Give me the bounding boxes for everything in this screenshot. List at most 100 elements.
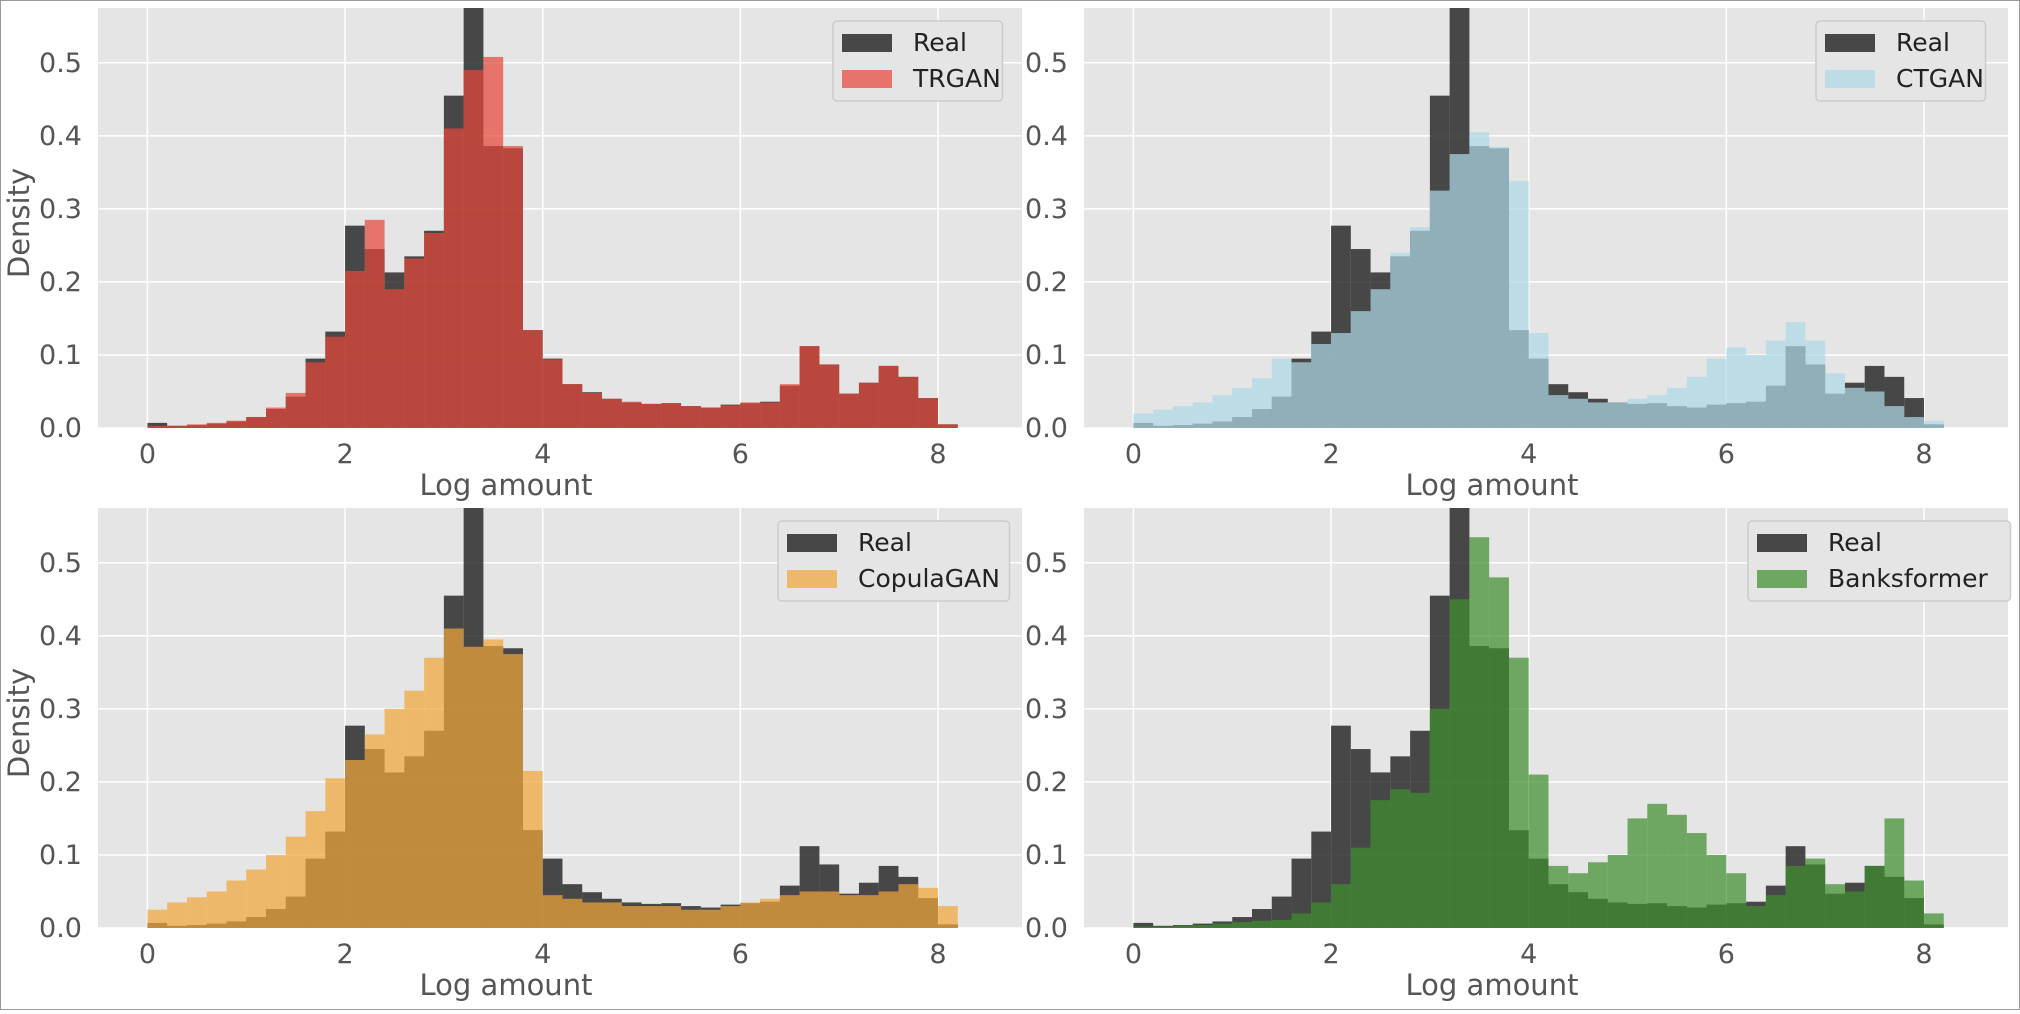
x-tick-label: 6	[732, 939, 749, 970]
bar	[1153, 926, 1173, 928]
bar	[1844, 387, 1865, 428]
series-trgan	[147, 56, 958, 429]
bar	[1884, 406, 1905, 428]
legend-label: CTGAN	[1896, 64, 1984, 93]
bar	[1528, 333, 1549, 428]
legend: Real CopulaGAN	[777, 520, 1011, 602]
y-tick-label: 0.3	[1025, 694, 1068, 725]
x-axis-label: Log amount	[420, 468, 593, 502]
x-axis-label: Log amount	[1406, 468, 1579, 502]
bar	[1172, 925, 1193, 928]
y-tick-label: 0.5	[39, 548, 82, 579]
y-tick-label: 0.2	[39, 767, 82, 798]
bar	[839, 895, 859, 928]
legend: Real TRGAN	[832, 20, 1004, 102]
bar	[1825, 373, 1845, 428]
bar	[1370, 800, 1391, 928]
bar	[681, 406, 701, 428]
bar	[1449, 599, 1470, 928]
bar	[1350, 847, 1371, 928]
bar	[226, 420, 247, 428]
bar	[839, 393, 859, 428]
x-tick-label: 0	[1125, 939, 1142, 970]
x-tick-label: 4	[534, 439, 551, 470]
legend-label: Real	[913, 28, 967, 57]
bar	[1805, 340, 1826, 428]
bar	[1133, 922, 1154, 928]
bar	[1884, 818, 1905, 928]
bar	[186, 424, 207, 428]
bar	[562, 898, 583, 928]
chart-panel-4: 0.0 0.1 0.2 0.3 0.4 0.5 0 2 4 6 8 Log amount Real Ban…	[1025, 508, 2012, 1002]
bar	[1291, 858, 1312, 928]
x-tick-label: 8	[1915, 939, 1932, 970]
bar	[1232, 922, 1252, 928]
bar	[878, 891, 899, 928]
bar	[1647, 395, 1668, 428]
bar	[364, 219, 385, 428]
bar	[404, 690, 425, 928]
bar	[1489, 577, 1509, 928]
bar	[186, 897, 207, 928]
bar	[1548, 865, 1569, 928]
y-tick-label: 0.5	[39, 48, 82, 79]
bar	[819, 891, 840, 928]
chart-panel-3: 0.0 0.1 0.2 0.3 0.4 0.5 0 2 4 6 8 Log amount Density…	[2, 508, 1022, 1002]
legend-label: Real	[858, 528, 912, 557]
bar	[918, 887, 938, 928]
legend-swatch	[842, 34, 892, 52]
bar	[661, 403, 682, 428]
y-tick-label: 0.3	[1025, 194, 1068, 225]
bar	[1508, 181, 1529, 428]
bar	[641, 403, 662, 428]
bar	[1647, 803, 1668, 928]
bar	[424, 232, 444, 428]
x-tick-label: 0	[139, 939, 156, 970]
bar	[1252, 920, 1272, 928]
bar	[602, 902, 622, 928]
bar	[1904, 417, 1924, 428]
bar	[1588, 862, 1608, 928]
bar	[1311, 344, 1332, 428]
bar	[345, 760, 365, 928]
bar	[1765, 340, 1786, 428]
bar	[1133, 413, 1154, 428]
bar	[1627, 398, 1648, 428]
legend-label: CopulaGAN	[858, 564, 1000, 593]
series-banksformer	[1133, 537, 1944, 928]
bar	[404, 258, 425, 428]
chart-panel-2: 0.0 0.1 0.2 0.3 0.4 0.5 0 2 4 6 8 Log amount Real CTG…	[1025, 8, 2008, 502]
bar	[345, 270, 365, 428]
legend-swatch	[1757, 570, 1807, 588]
bar	[1607, 402, 1628, 428]
bar	[1429, 190, 1450, 428]
legend-label: Banksformer	[1828, 564, 1988, 593]
x-tick-label: 6	[732, 439, 749, 470]
bar	[1746, 906, 1766, 928]
bar	[1192, 925, 1213, 928]
bar	[463, 646, 484, 928]
bar	[1765, 895, 1786, 928]
bar	[819, 364, 840, 428]
bar	[1844, 891, 1865, 928]
bar	[799, 891, 820, 928]
bar	[1726, 347, 1747, 428]
bar	[1469, 132, 1490, 428]
x-axis-label: Log amount	[420, 968, 593, 1002]
bar	[1291, 362, 1312, 428]
bar	[1192, 402, 1213, 428]
y-axis-label: Density	[2, 668, 36, 778]
x-tick-label: 6	[1718, 939, 1735, 970]
x-tick-label: 8	[929, 439, 946, 470]
bar	[760, 898, 780, 928]
bar	[1627, 818, 1648, 928]
legend-swatch	[1825, 34, 1875, 52]
bar	[1252, 378, 1272, 428]
x-tick-label: 6	[1718, 439, 1735, 470]
y-tick-label: 0.4	[39, 121, 82, 152]
series-copulagan	[147, 628, 958, 928]
bar	[1667, 387, 1687, 428]
bar	[621, 906, 642, 928]
x-tick-label: 0	[139, 439, 156, 470]
bar	[167, 902, 187, 928]
